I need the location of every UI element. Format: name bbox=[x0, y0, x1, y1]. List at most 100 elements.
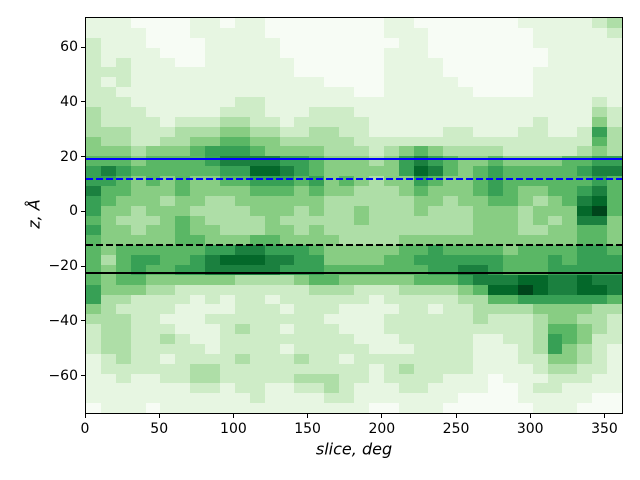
heatmap-cell bbox=[279, 324, 295, 334]
heatmap-cell bbox=[145, 255, 161, 265]
heatmap-cell bbox=[249, 18, 265, 28]
heatmap-cell bbox=[413, 304, 429, 315]
heatmap-cell bbox=[279, 403, 295, 413]
heatmap-cell bbox=[279, 67, 295, 78]
heatmap-cell bbox=[398, 393, 414, 404]
heatmap-cell bbox=[443, 87, 459, 97]
heatmap-cell bbox=[428, 314, 444, 325]
heatmap-cell bbox=[339, 403, 354, 413]
heatmap-cell bbox=[115, 383, 131, 394]
heatmap-cell bbox=[547, 393, 563, 404]
heatmap-cell bbox=[249, 156, 265, 167]
heatmap-cell bbox=[532, 176, 548, 186]
heatmap-cell bbox=[279, 195, 295, 206]
heatmap-cell bbox=[517, 126, 533, 137]
heatmap-cell bbox=[175, 205, 191, 216]
heatmap-cell bbox=[130, 403, 146, 413]
heatmap-cell bbox=[428, 97, 444, 107]
heatmap-cell bbox=[220, 373, 235, 384]
heatmap-cell bbox=[220, 37, 235, 48]
heatmap-cell bbox=[220, 235, 235, 246]
heatmap-cell bbox=[160, 284, 176, 295]
heatmap-cell bbox=[249, 403, 265, 413]
heatmap-cell bbox=[205, 18, 220, 28]
heatmap-cell bbox=[428, 18, 444, 28]
heatmap-cell bbox=[234, 373, 250, 384]
heatmap-cell bbox=[368, 235, 384, 246]
heatmap-cell bbox=[190, 126, 206, 137]
heatmap-cell bbox=[502, 245, 518, 255]
heatmap-cell bbox=[562, 156, 578, 167]
heatmap-cell bbox=[398, 373, 414, 384]
heatmap-cell bbox=[309, 47, 325, 58]
heatmap-cell bbox=[205, 146, 220, 157]
heatmap-cell bbox=[547, 77, 563, 88]
heatmap-cell bbox=[100, 67, 116, 78]
heatmap-cell bbox=[383, 106, 399, 117]
heatmap-cell bbox=[473, 235, 488, 246]
heatmap-cell bbox=[279, 393, 295, 404]
heatmap-cell bbox=[130, 126, 146, 137]
heatmap-cell bbox=[160, 27, 176, 38]
heatmap-cell bbox=[517, 205, 533, 216]
heatmap-cell bbox=[532, 205, 548, 216]
heatmap-cell bbox=[309, 156, 325, 167]
heatmap-cell bbox=[160, 314, 176, 325]
heatmap-cell bbox=[562, 373, 578, 384]
heatmap-cell bbox=[517, 314, 533, 325]
heatmap-cell bbox=[517, 166, 533, 176]
heatmap-cell bbox=[86, 215, 101, 226]
heatmap-cell bbox=[234, 255, 250, 265]
heatmap-cell bbox=[294, 126, 310, 137]
heatmap-cell bbox=[324, 235, 340, 246]
heatmap-cell bbox=[577, 324, 593, 334]
heatmap-cell bbox=[190, 47, 206, 58]
x-tick-label: 300 bbox=[516, 421, 544, 437]
heatmap-cell bbox=[190, 383, 206, 394]
heatmap-cell bbox=[86, 176, 101, 186]
heatmap-cell bbox=[190, 87, 206, 97]
heatmap-cell bbox=[458, 255, 474, 265]
heatmap-cell bbox=[234, 106, 250, 117]
heatmap-cell bbox=[145, 245, 161, 255]
heatmap-cell bbox=[577, 225, 593, 236]
heatmap-cell bbox=[413, 245, 429, 255]
heatmap-cell bbox=[324, 176, 340, 186]
heatmap-cell bbox=[532, 18, 548, 28]
heatmap-cell bbox=[294, 393, 310, 404]
heatmap-cell bbox=[517, 383, 533, 394]
heatmap-cell bbox=[532, 195, 548, 206]
heatmap-cell bbox=[249, 343, 265, 354]
heatmap-cell bbox=[160, 146, 176, 157]
heatmap-cell bbox=[368, 195, 384, 206]
heatmap-cell bbox=[354, 205, 369, 216]
heatmap-cell bbox=[294, 97, 310, 107]
heatmap-cell bbox=[100, 166, 116, 176]
heatmap-cell bbox=[517, 304, 533, 315]
heatmap-cell bbox=[577, 77, 593, 88]
heatmap-cell bbox=[488, 294, 503, 305]
heatmap-cell bbox=[517, 353, 533, 364]
heatmap-cell bbox=[547, 314, 563, 325]
heatmap-cell bbox=[86, 185, 101, 196]
heatmap-cell bbox=[190, 353, 206, 364]
heatmap-cell bbox=[339, 235, 354, 246]
heatmap-cell bbox=[145, 264, 161, 275]
heatmap-cell bbox=[383, 205, 399, 216]
heatmap-cell bbox=[205, 264, 220, 275]
heatmap-cell bbox=[160, 274, 176, 285]
heatmap-cell bbox=[473, 185, 488, 196]
heatmap-cell bbox=[473, 176, 488, 186]
y-tick-mark bbox=[81, 46, 85, 48]
heatmap-cell bbox=[279, 106, 295, 117]
heatmap-cell bbox=[249, 116, 265, 127]
heatmap-cell bbox=[175, 264, 191, 275]
heatmap-cell bbox=[220, 126, 235, 137]
heatmap-cell bbox=[592, 373, 608, 384]
heatmap-cell bbox=[592, 18, 608, 28]
heatmap-cell bbox=[264, 324, 280, 334]
heatmap-cell bbox=[547, 324, 563, 334]
heatmap-cell bbox=[100, 264, 116, 275]
heatmap-cell bbox=[413, 225, 429, 236]
heatmap-cell bbox=[115, 176, 131, 186]
